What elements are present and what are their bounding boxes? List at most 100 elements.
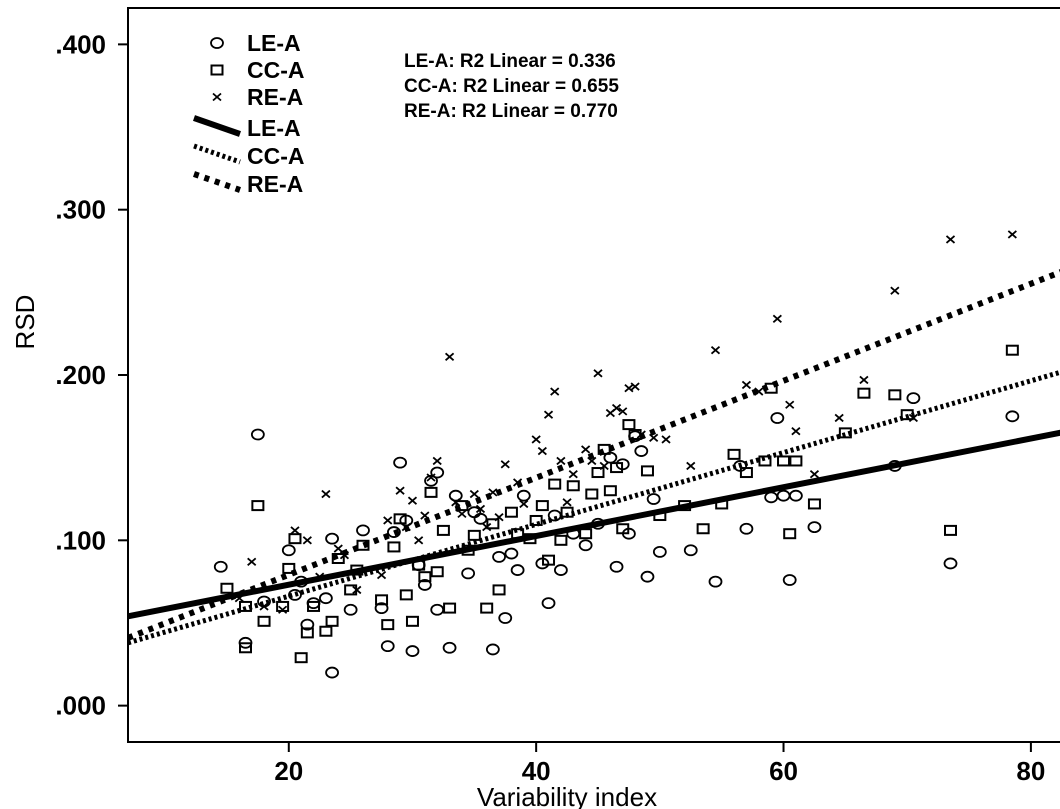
point-cc-a [548,478,562,490]
point-cc-a [356,539,370,551]
fit-line-le-a [128,429,1060,620]
point-re-a [302,536,312,545]
y-tick-label: .300 [55,195,106,225]
annotation-le-a-r2: LE-A: R2 Linear = 0.336 [404,51,616,72]
annotation-re-a-r2: RE-A: R2 Linear = 0.770 [404,101,618,122]
point-cc-a [616,523,630,535]
point-re-a [519,499,529,509]
fit-line-cc-a [128,369,1060,646]
point-le-a [325,666,339,679]
point-le-a [646,493,661,505]
point-re-a [513,478,523,487]
point-cc-a [412,559,426,571]
y-axis-ticks: .000 .100 .200 .300 .400 [55,29,128,721]
point-cc-a [492,584,506,596]
point-re-a [333,544,343,553]
point-cc-a [727,448,741,460]
point-re-a [593,369,603,378]
point-cc-a [764,382,778,394]
point-le-a [325,532,339,545]
point-re-a [290,526,300,535]
point-le-a [387,526,401,538]
point-cc-a [480,602,494,614]
point-cc-a [715,498,729,510]
point-le-a [380,640,395,653]
legend-label-re-a-line: RE-A [247,171,303,197]
point-cc-a [523,533,537,545]
point-cc-a [944,524,957,536]
point-re-a [494,512,504,522]
point-le-a [485,643,500,656]
y-axis-title: RSD [10,295,40,350]
point-le-a [516,489,531,502]
point-re-a [791,427,801,436]
point-re-a [420,511,430,520]
point-le-a [442,641,457,654]
point-le-a [250,428,265,441]
point-re-a [710,346,721,355]
x-tick-label: 20 [274,756,303,786]
point-cc-a [239,642,252,654]
point-re-a [451,498,461,507]
point-cc-a [888,389,902,401]
point-cc-a [257,615,271,627]
legend-label-le-a-marker: LE-A [247,30,301,56]
point-cc-a [591,467,605,479]
point-le-a [424,474,438,487]
legend-label-re-a-marker: RE-A [247,84,303,110]
point-le-a [541,597,556,610]
point-re-a [352,585,362,595]
point-re-a [809,470,820,479]
x-axis-ticks: 20 40 60 80 [274,742,1045,786]
point-cc-a [430,566,444,578]
point-le-a [356,524,370,537]
point-re-a [611,403,622,413]
point-le-a [417,579,432,591]
y-tick-label: .200 [55,360,106,390]
point-cc-a [486,518,500,530]
point-le-a [739,522,754,535]
point-re-a [630,382,640,391]
x-axis-title: Variability index [477,782,657,809]
regression-lines [128,269,1060,646]
point-re-a [550,387,560,396]
point-cc-a [424,486,438,498]
point-cc-a [789,455,803,467]
point-re-a [376,570,387,580]
point-re-a [890,286,900,295]
point-le-a [300,618,315,631]
point-re-a [426,473,436,482]
point-re-a [859,375,869,385]
legend-symbol-circle [210,37,224,49]
point-re-a [500,460,510,469]
point-le-a [887,460,902,472]
point-cc-a [443,602,457,614]
point-re-a [945,235,956,244]
point-cc-a [504,506,518,518]
point-le-a [591,517,605,530]
point-cc-a [331,553,345,564]
point-cc-a [282,562,296,574]
point-cc-a [251,500,265,512]
point-cc-a [783,528,797,540]
point-re-a [315,572,325,581]
point-cc-a [603,485,617,497]
point-re-a [414,536,424,545]
point-le-a [906,392,921,405]
point-re-a [754,387,764,396]
point-le-a [405,645,420,657]
point-cc-a [436,524,450,536]
point-le-a [281,544,296,557]
point-cc-a [579,528,593,540]
legend: LE-A CC-A RE-A LE-A CC-A RE-A [193,30,305,197]
point-cc-a [307,600,321,612]
point-re-a [339,551,350,560]
point-cc-a [807,498,821,510]
point-re-a [531,435,541,444]
legend-label-cc-a-line: CC-A [247,143,305,169]
point-cc-a [560,506,574,518]
point-re-a [537,446,547,456]
fit-line-re-a [128,269,1060,641]
point-cc-a [696,523,710,535]
point-le-a [288,588,302,601]
